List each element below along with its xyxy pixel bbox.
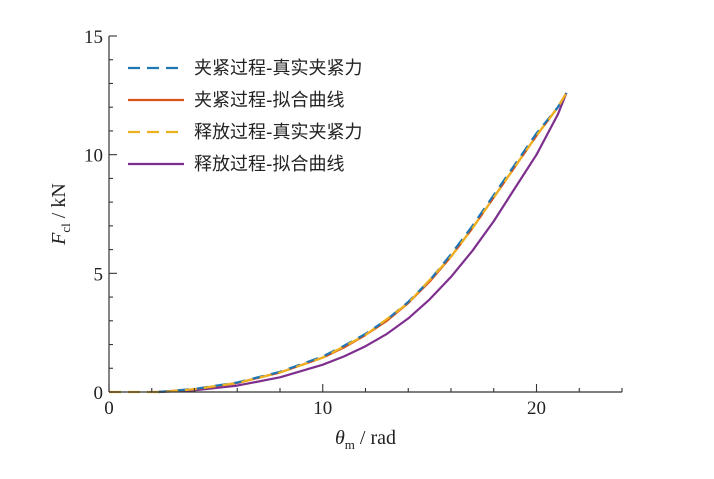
series-line-1 — [158, 92, 568, 394]
y-tick-label: 15 — [84, 27, 103, 48]
legend-label-4: 释放过程-拟合曲线 — [194, 154, 345, 175]
y-tick-label: 5 — [94, 264, 104, 285]
x-axis-unit: / rad — [355, 427, 396, 449]
x-tick-label: 10 — [313, 398, 332, 419]
y-axis-symbol: F — [48, 232, 70, 246]
x-axis-subscript: m — [345, 437, 355, 452]
y-ticks: 0 5 10 15 — [84, 27, 117, 404]
y-tick-label: 0 — [94, 383, 104, 404]
legend-label-1: 夹紧过程-真实夹紧力 — [194, 58, 363, 79]
y-axis-subscript: cl — [58, 223, 73, 233]
legend-label-3: 释放过程-真实夹紧力 — [194, 122, 363, 143]
x-axis-symbol: θ — [335, 427, 345, 449]
x-tick-label: 20 — [527, 398, 546, 419]
y-tick-label: 10 — [84, 146, 103, 167]
x-tick-label: 0 — [104, 398, 114, 419]
x-axis-title: θm / rad — [335, 427, 396, 452]
axes: 0 10 20 0 5 10 15 — [84, 27, 623, 419]
x-ticks: 0 10 20 — [104, 384, 623, 419]
y-axis-unit: / kN — [48, 183, 70, 223]
legend-label-2: 夹紧过程-拟合曲线 — [194, 90, 345, 111]
y-axis-title: Fcl / kN — [48, 183, 73, 246]
series-line-4 — [158, 92, 568, 394]
